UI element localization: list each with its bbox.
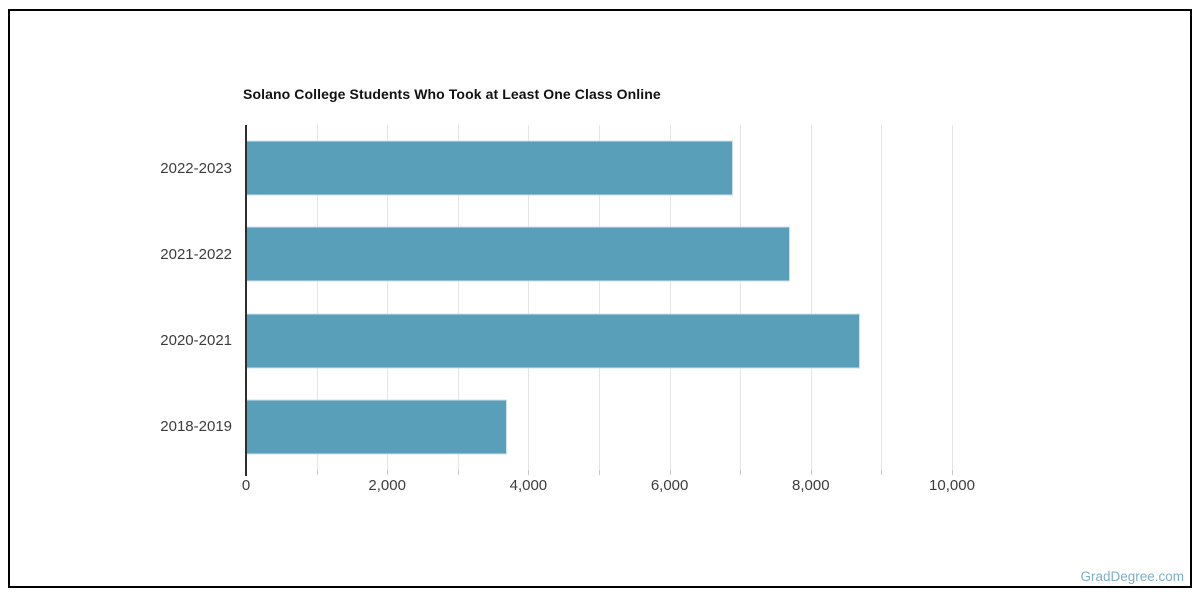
bar-2018-2019 xyxy=(246,399,508,455)
x-axis-tick-label: 10,000 xyxy=(929,477,975,494)
x-axis-tick xyxy=(952,470,953,475)
y-axis-label: 2022-2023 xyxy=(160,159,232,177)
y-axis-label: 2021-2022 xyxy=(160,245,232,263)
gridline xyxy=(457,125,459,470)
bar-row xyxy=(246,211,952,297)
x-axis-ticks xyxy=(246,470,953,476)
gridline xyxy=(740,125,742,470)
gridline xyxy=(881,125,883,470)
bar-2021-2022 xyxy=(246,226,790,282)
x-axis-tick xyxy=(881,470,883,475)
gridline xyxy=(528,125,530,470)
x-axis-tick-label: 6,000 xyxy=(650,477,689,494)
x-axis-tick xyxy=(457,470,459,475)
bar-row xyxy=(246,298,952,384)
chart-title: Solano College Students Who Took at Leas… xyxy=(243,86,661,102)
x-axis-tick xyxy=(810,470,812,475)
y-axis-labels: 2022-2023 2021-2022 2020-2021 2018-2019 xyxy=(0,125,232,470)
gridline xyxy=(316,125,318,470)
gridline xyxy=(669,125,671,470)
gridline xyxy=(952,125,953,470)
y-axis-line xyxy=(245,125,247,476)
x-axis-tick-label: 0 xyxy=(241,477,251,494)
plot-area xyxy=(246,125,953,470)
bar-2020-2021 xyxy=(246,313,861,369)
bar-row xyxy=(246,384,952,470)
x-axis-tick-label: 8,000 xyxy=(792,477,830,494)
x-axis-tick-label: 4,000 xyxy=(509,477,548,494)
x-axis-tick-label: 2,000 xyxy=(368,477,406,494)
watermark-link[interactable]: GradDegree.com xyxy=(1080,569,1184,584)
bar-row xyxy=(246,125,952,211)
gridline xyxy=(810,125,812,470)
bar-2022-2023 xyxy=(246,140,734,196)
y-axis-label: 2018-2019 xyxy=(160,418,232,436)
gridline xyxy=(387,125,389,470)
gridline xyxy=(599,125,600,470)
y-axis-label: 2020-2021 xyxy=(160,332,232,350)
x-axis-tick xyxy=(669,470,671,475)
x-axis-tick xyxy=(316,470,318,475)
x-axis-tick xyxy=(387,470,389,475)
x-axis-tick xyxy=(740,470,742,475)
x-axis-tick xyxy=(599,470,600,475)
x-axis-tick xyxy=(528,470,530,475)
x-axis-labels: 0 2,000 4,000 6,000 8,000 10,000 xyxy=(242,477,975,497)
